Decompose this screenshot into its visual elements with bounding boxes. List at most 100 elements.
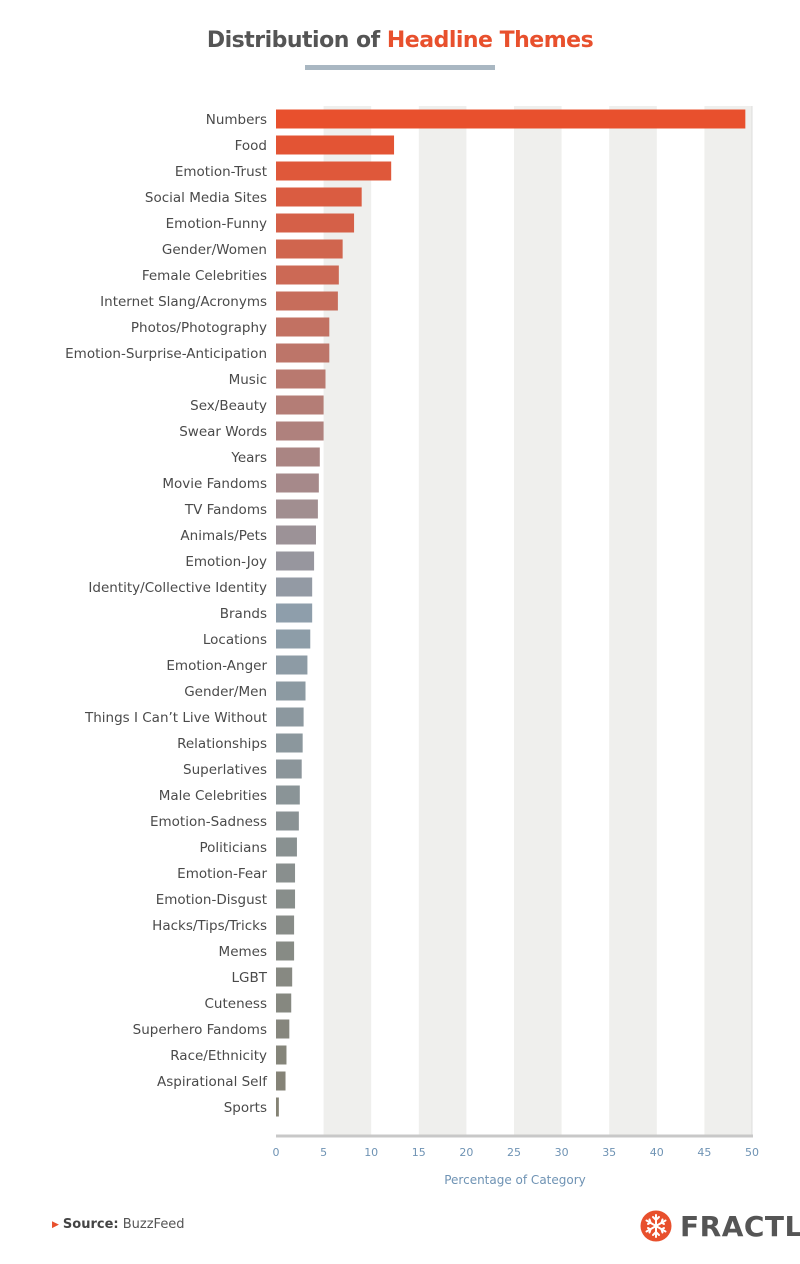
chart-title: Distribution of Headline Themes [0,28,800,53]
bar [276,213,355,233]
bar [276,1071,286,1091]
category-label: Emotion-Funny [166,216,267,232]
category-label: Gender/Women [162,242,267,258]
x-tick-label: 30 [555,1146,569,1159]
source-label: Source: [62,1217,119,1232]
category-label: Superlatives [183,762,267,778]
bar [276,343,330,363]
bar [276,759,302,779]
category-label: Gender/Men [184,684,267,700]
bar [276,629,311,649]
category-label: Locations [203,632,267,648]
source-value: BuzzFeed [118,1217,185,1232]
category-label: Emotion-Surprise-Anticipation [65,346,267,362]
category-label: Aspirational Self [157,1074,268,1090]
grid-band [418,106,467,1136]
bar [276,655,308,675]
category-label: Swear Words [179,424,267,440]
bar [276,239,343,259]
category-label: Relationships [177,736,267,752]
bar [276,525,316,545]
category-label: Brands [220,606,267,622]
bar [276,369,326,389]
category-label: Animals/Pets [180,528,267,544]
category-label: Music [229,372,267,388]
bar [276,447,320,467]
category-label: Food [235,138,267,154]
x-tick-label: 50 [745,1146,759,1159]
category-label: Hacks/Tips/Tricks [152,918,267,934]
bar [276,1045,287,1065]
category-label: Movie Fandoms [162,476,267,492]
x-tick-label: 25 [507,1146,521,1159]
bar [276,967,293,987]
category-label: Politicians [200,840,268,856]
category-label: Numbers [206,112,267,128]
grid-band [704,106,752,1136]
category-label: Emotion-Anger [166,658,267,674]
category-label: Years [230,450,267,466]
bar [276,187,362,207]
title-underline [305,65,495,70]
category-label: Female Celebrities [142,268,267,284]
bar [276,109,746,129]
bar [276,915,295,935]
x-tick-label: 0 [273,1146,280,1159]
x-tick-label: 40 [650,1146,664,1159]
category-label: Internet Slang/Acronyms [100,294,267,310]
category-label: Sports [224,1100,267,1116]
bar [276,265,339,285]
x-tick-label: 5 [320,1146,327,1159]
category-label: Photos/Photography [131,320,267,336]
bar [276,707,304,727]
x-tick-label: 45 [697,1146,711,1159]
bar [276,1097,279,1117]
title-part-1: Distribution of [206,28,387,53]
bar [276,681,306,701]
category-label: Emotion-Fear [177,866,267,882]
bar [276,993,292,1013]
category-label: Emotion-Disgust [156,892,267,908]
grid-band [514,106,562,1136]
category-label: Superhero Fandoms [133,1022,267,1038]
bar [276,473,319,493]
bar [276,863,296,883]
bar [276,785,300,805]
bar [276,889,296,909]
bar [276,317,330,337]
category-label: Cuteness [204,996,267,1012]
bar [276,577,313,597]
category-label: Emotion-Sadness [150,814,267,830]
category-label: Emotion-Trust [175,164,267,180]
grid-band [609,106,657,1136]
category-label: TV Fandoms [184,502,267,518]
triangle-bullet-icon: ▶ [52,1220,59,1230]
category-label: Sex/Beauty [190,398,267,414]
bar [276,551,315,571]
category-label: Race/Ethnicity [170,1048,267,1064]
grid-band [323,106,372,1136]
category-label: Identity/Collective Identity [88,580,267,596]
bar [276,1019,290,1039]
category-label: Memes [219,944,267,960]
category-label: LGBT [232,970,268,986]
logo-text: FRACTL [680,1209,800,1243]
snowflake-icon [640,1210,672,1242]
fractl-logo: FRACTL [640,1208,800,1244]
category-label: Things I Can’t Live Without [84,710,267,726]
x-tick-label: 10 [364,1146,378,1159]
bar [276,421,324,441]
x-tick-label: 15 [412,1146,426,1159]
category-label: Emotion-Joy [185,554,267,570]
bar [276,395,324,415]
bar [276,603,313,623]
bar [276,135,395,155]
bar [276,941,295,961]
x-axis-title: Percentage of Category [444,1173,586,1187]
source-note: ▶ Source: BuzzFeed [52,1217,185,1232]
category-label: Social Media Sites [145,190,267,206]
bar [276,837,297,857]
x-tick-label: 35 [602,1146,616,1159]
bar [276,733,303,753]
